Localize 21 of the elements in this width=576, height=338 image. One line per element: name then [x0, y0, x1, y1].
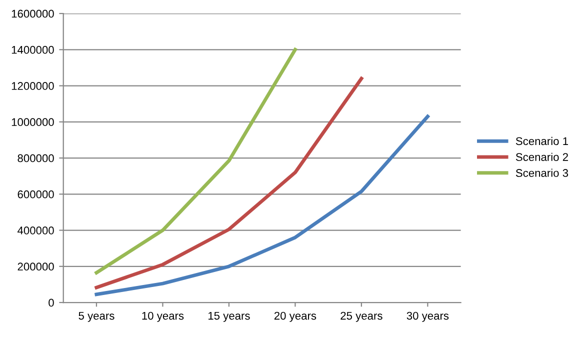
x-tick-label: 15 years: [208, 312, 250, 322]
legend-label: Scenario 1: [516, 136, 568, 146]
y-tick-label: 800000: [18, 154, 54, 162]
x-tick-label: 25 years: [340, 312, 382, 322]
y-tick-label: 600000: [18, 190, 54, 198]
y-tick-label: 1000000: [12, 118, 54, 126]
y-tick-label: 0: [48, 298, 54, 307]
y-tick-label: 200000: [18, 262, 54, 271]
y-tick-label: 1200000: [12, 82, 54, 90]
x-tick-label: 20 years: [274, 312, 316, 322]
line-series: [94, 76, 364, 290]
legend-label: Scenario 2: [516, 152, 568, 161]
y-tick-label: 400000: [18, 226, 54, 234]
x-tick-label: 10 years: [142, 312, 184, 322]
x-tick-label: 30 years: [406, 312, 449, 322]
y-tick-label: 1600000: [12, 10, 54, 18]
x-tick-label: 5 years: [78, 312, 114, 322]
legend-label: Scenario 3: [516, 168, 568, 177]
line-series: [94, 48, 297, 274]
y-tick-label: 1400000: [12, 46, 54, 54]
line-series: [94, 114, 430, 296]
